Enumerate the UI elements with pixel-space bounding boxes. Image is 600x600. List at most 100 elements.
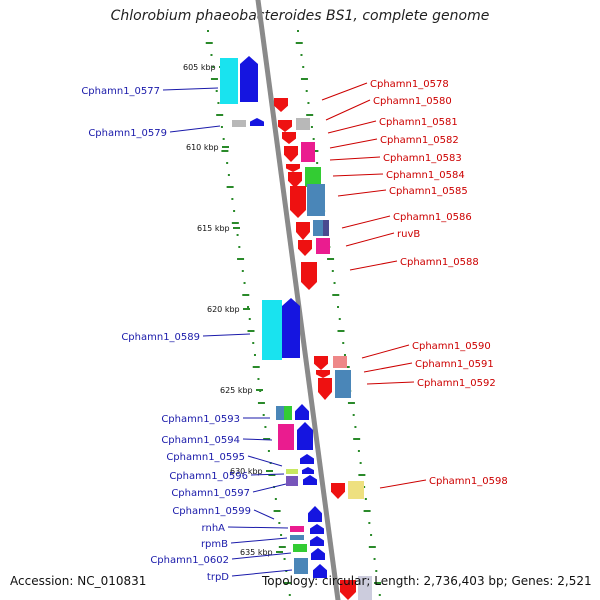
gene-red-ruvb (298, 240, 312, 256)
gene-red-0585 (290, 186, 306, 218)
inner-tick (212, 66, 215, 68)
gene-cyan-0577 (220, 58, 238, 104)
inner-tick (210, 54, 213, 56)
gene-magenta-ruvb (316, 238, 330, 254)
inner-tick (242, 294, 250, 296)
accession-text: Accession: NC_010831 (10, 574, 147, 588)
gene-label-right: Cphamn1_0580 (373, 96, 452, 107)
inner-tick (288, 594, 291, 596)
inner-tick (273, 510, 281, 512)
gene-label-right: Cphamn1_0590 (412, 341, 491, 352)
gene-magenta-0582 (301, 142, 315, 162)
outer-tick (358, 474, 366, 476)
leader-line (363, 362, 413, 373)
inner-tick (231, 222, 239, 224)
gene-blue-0597 (303, 475, 317, 485)
outer-tick (364, 498, 367, 500)
gene-blue-trpd (313, 564, 327, 578)
outer-tick (297, 30, 299, 32)
outer-tick (327, 258, 335, 260)
gene-blue-rpmb (310, 536, 324, 546)
outer-tick (312, 138, 315, 140)
gene-red-0585a (288, 172, 302, 188)
gene-blue-0577 (240, 56, 258, 102)
leader-line (329, 138, 378, 149)
gene-label-right: Cphamn1_0581 (379, 117, 458, 128)
gene-blue-rnha (310, 524, 324, 534)
gene-label-right: Cphamn1_0585 (389, 186, 468, 197)
outer-tick (337, 306, 340, 308)
map-title: Chlorobium phaeobacteroides BS1, complet… (110, 8, 490, 24)
gene-yellow-0598 (348, 481, 364, 499)
leader-line (231, 569, 293, 577)
gene-red-0583 (284, 146, 298, 162)
inner-tick (262, 414, 265, 416)
gene-purple-0597 (286, 476, 298, 486)
inner-tick (263, 438, 271, 440)
outer-tick (331, 270, 334, 272)
inner-tick (226, 162, 229, 164)
inner-tick (231, 198, 234, 200)
gene-label-left: Cphamn1_0597 (171, 488, 250, 499)
leader-line (361, 344, 410, 359)
outer-tick (332, 294, 340, 296)
gene-label-right: Cphamn1_0584 (386, 170, 465, 181)
inner-tick (274, 498, 277, 500)
gene-blue-0596 (302, 467, 314, 474)
gene-blue-0599 (308, 506, 322, 522)
kbp-label: 610 kbp (186, 143, 219, 152)
inner-tick (227, 174, 230, 176)
outer-tick (359, 462, 362, 464)
leader-line (366, 381, 415, 385)
outer-tick (295, 42, 303, 44)
gene-label-right: Cphamn1_0582 (380, 135, 459, 146)
leader-line (337, 189, 387, 197)
gene-label-right: Cphamn1_0591 (415, 359, 494, 370)
inner-tick (237, 258, 245, 260)
inner-tick (236, 234, 239, 236)
inner-tick (210, 78, 218, 80)
gene-red-0584a (286, 164, 300, 172)
gene-label-right: Cphamn1_0583 (383, 153, 462, 164)
outer-tick (338, 318, 341, 320)
kbp-tick (222, 146, 229, 148)
leader-line (379, 479, 427, 489)
gene-red-0586 (296, 222, 310, 240)
outer-tick (306, 114, 314, 116)
gene-label-left: Cphamn1_0596 (169, 471, 248, 482)
gene-label-right: ruvB (397, 229, 420, 240)
leader-line (329, 156, 381, 161)
kbp-label: 630 kbp (230, 467, 263, 476)
gene-label-right: Cphamn1_0586 (393, 212, 472, 223)
gene-red-0591 (316, 370, 330, 378)
inner-tick (248, 318, 251, 320)
inner-tick (267, 450, 270, 452)
outer-tick (302, 66, 305, 68)
outer-tick (363, 486, 366, 488)
inner-tick (278, 546, 286, 548)
inner-tick (207, 30, 209, 32)
gene-label-left: Cphamn1_0594 (161, 435, 240, 446)
gene-label-right: Cphamn1_0598 (429, 476, 508, 487)
inner-tick (216, 114, 224, 116)
inner-tick (280, 534, 283, 536)
gene-gray-bottom (358, 576, 372, 600)
leader-line (231, 552, 292, 560)
leader-line (250, 473, 285, 476)
gene-cyan-0589 (262, 300, 282, 360)
gene-blue-0602 (311, 548, 325, 560)
inner-tick (205, 42, 213, 44)
inner-tick (233, 210, 236, 212)
gene-label-left: Cphamn1_0579 (88, 128, 167, 139)
leader-line (227, 526, 289, 529)
gene-steel-trpd (294, 558, 308, 574)
gene-labels: Cphamn1_0577 Cphamn1_0579 Cphamn1_0589 Cpha… (81, 79, 507, 583)
kbp-label: 620 kbp (207, 305, 240, 314)
leader-line (321, 82, 368, 101)
leader-line (253, 509, 275, 520)
outer-tick (353, 438, 361, 440)
outer-tick (378, 594, 381, 596)
gene-label-left: Cphamn1_0595 (166, 452, 245, 463)
gene-lime-0596 (286, 469, 298, 474)
